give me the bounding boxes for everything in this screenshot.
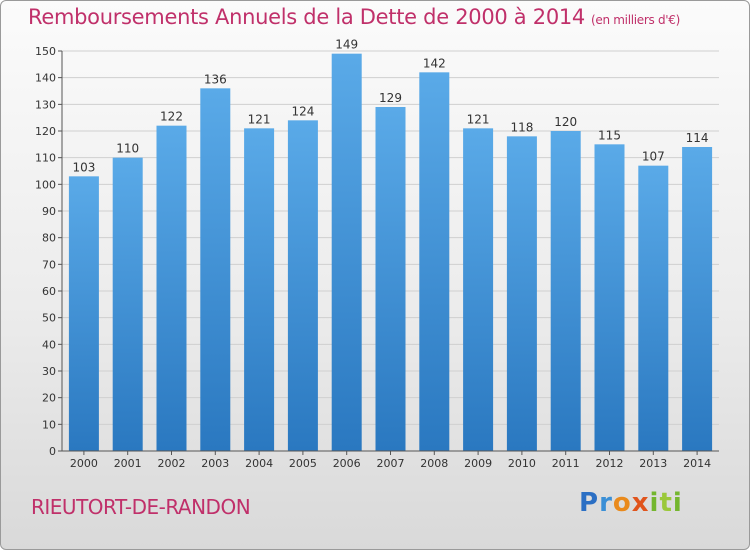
data-label-2008: 142: [423, 56, 446, 70]
logo-letter: i: [649, 488, 660, 518]
x-tick-label: 2013: [639, 457, 667, 470]
y-tick-label: 60: [42, 285, 56, 298]
bar-2006: [331, 53, 362, 452]
data-label-2012: 115: [598, 128, 621, 142]
x-tick-label: 2004: [245, 457, 273, 470]
bar-2004: [244, 128, 275, 451]
x-tick-label: 2011: [552, 457, 580, 470]
data-label-2002: 122: [160, 110, 183, 124]
y-tick-label: 50: [42, 312, 56, 325]
data-label-2005: 124: [291, 104, 314, 118]
y-tick-label: 120: [35, 125, 56, 138]
data-label-2004: 121: [248, 112, 271, 126]
y-tick-labels: 0 10 20 30 40 50 60 70 80 90 100 110 120 130 140 150: [35, 45, 62, 458]
bar-2012: [594, 144, 625, 452]
x-tick-label: 2009: [464, 457, 492, 470]
bar-2000: [68, 176, 99, 452]
y-tick-label: 130: [35, 98, 56, 111]
y-tick-label: 40: [42, 338, 56, 351]
data-label-2001: 110: [116, 142, 139, 156]
data-label-2007: 129: [379, 91, 402, 105]
x-tick-label: 2014: [683, 457, 711, 470]
x-tick-label: 2002: [158, 457, 186, 470]
y-tick-label: 80: [42, 232, 56, 245]
data-label-2000: 103: [72, 160, 95, 174]
chart-title-text: Remboursements Annuels de la Dette de 20…: [28, 5, 585, 29]
data-label-2006: 149: [335, 38, 358, 52]
y-tick-label: 110: [35, 152, 56, 165]
data-label-2010: 118: [510, 120, 533, 134]
data-labels: 103 110 122 136 121 124 149 129 142 121 118 120 115 1…: [72, 38, 708, 175]
data-label-2013: 107: [642, 150, 665, 164]
x-tick-labels: 2000 2001 2002 2003 2004 2005 2006 2007 2008 2009…: [70, 451, 711, 470]
x-tick-label: 2001: [114, 457, 142, 470]
x-tick-label: 2003: [201, 457, 229, 470]
bar-2001: [112, 157, 143, 451]
bar-2008: [419, 72, 450, 451]
logo-letter: r: [599, 488, 613, 518]
y-tick-label: 150: [35, 45, 56, 58]
place-name: RIEUTORT-DE-RANDON: [31, 495, 251, 519]
x-tick-label: 2008: [420, 457, 448, 470]
data-label-2011: 120: [554, 115, 577, 129]
bar-2014: [682, 147, 713, 451]
logo-letter: t: [659, 488, 673, 518]
y-tick-label: 30: [42, 365, 56, 378]
x-tick-label: 2006: [333, 457, 361, 470]
x-tick-label: 2010: [508, 457, 536, 470]
x-tick-label: 2012: [596, 457, 624, 470]
bar-2003: [200, 88, 231, 451]
y-tick-label: 0: [49, 445, 56, 458]
bar-2011: [550, 131, 581, 451]
bar-2005: [287, 120, 318, 451]
y-tick-label: 20: [42, 392, 56, 405]
bar-2010: [506, 136, 537, 452]
data-label-2003: 136: [204, 72, 227, 86]
bars: [68, 53, 713, 452]
bar-2013: [638, 165, 669, 451]
y-tick-label: 100: [35, 178, 56, 191]
chart-subtitle: (en milliers d'€): [591, 13, 681, 27]
y-tick-label: 70: [42, 258, 56, 271]
bar-2002: [156, 125, 187, 452]
proxiti-logo: Proxiti: [579, 488, 683, 518]
bar-2007: [375, 107, 406, 451]
logo-letter: x: [631, 488, 650, 518]
logo-letter: i: [672, 488, 683, 518]
y-tick-label: 140: [35, 72, 56, 85]
logo-letter: P: [579, 488, 600, 518]
data-label-2009: 121: [467, 112, 490, 126]
x-tick-label: 2005: [289, 457, 317, 470]
bar-2009: [463, 128, 494, 451]
x-tick-label: 2007: [377, 457, 405, 470]
y-tick-label: 10: [42, 418, 56, 431]
y-tick-label: 90: [42, 205, 56, 218]
data-label-2014: 114: [686, 131, 709, 145]
logo-letter: o: [612, 488, 632, 518]
chart-title: Remboursements Annuels de la Dette de 20…: [28, 5, 680, 29]
x-tick-label: 2000: [70, 457, 98, 470]
